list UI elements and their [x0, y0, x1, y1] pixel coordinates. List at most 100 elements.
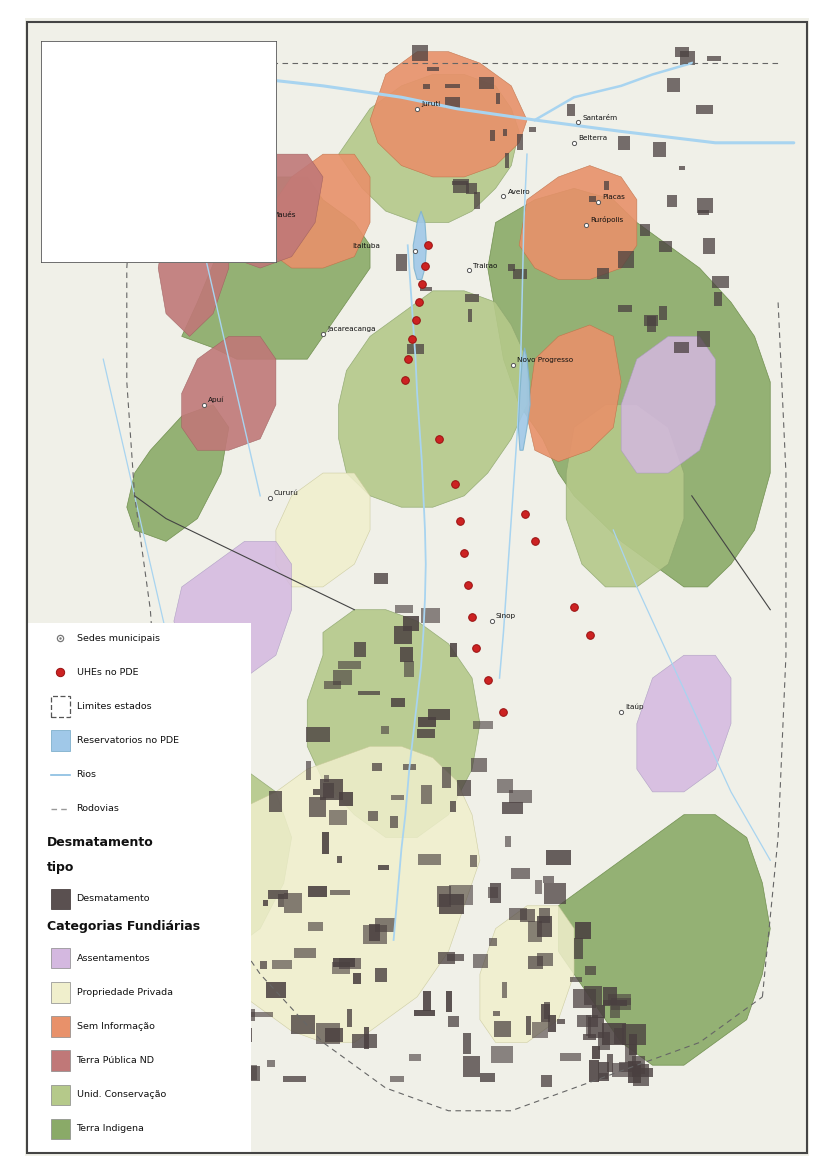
Bar: [323, 783, 335, 798]
Bar: [489, 938, 497, 946]
Bar: [282, 1076, 306, 1083]
Bar: [697, 331, 710, 347]
Bar: [250, 1013, 273, 1017]
Bar: [278, 894, 283, 908]
Bar: [448, 954, 464, 961]
Text: RO: RO: [102, 169, 113, 179]
Polygon shape: [637, 655, 731, 792]
Text: Jacareacanga: Jacareacanga: [327, 326, 376, 333]
Bar: [192, 1008, 209, 1026]
Bar: [667, 77, 681, 92]
Bar: [396, 255, 407, 271]
Bar: [659, 306, 667, 320]
Polygon shape: [487, 188, 770, 588]
Bar: [421, 785, 432, 804]
Bar: [230, 912, 249, 926]
Bar: [610, 1006, 620, 1018]
Bar: [225, 962, 240, 979]
Text: Terra Pública ND: Terra Pública ND: [77, 1056, 154, 1065]
Bar: [629, 1034, 637, 1055]
Bar: [268, 890, 288, 898]
Bar: [339, 792, 354, 806]
Bar: [448, 1016, 458, 1027]
Bar: [472, 758, 487, 772]
Polygon shape: [127, 405, 229, 542]
Bar: [457, 780, 471, 797]
Bar: [417, 729, 435, 738]
Polygon shape: [339, 75, 520, 223]
Bar: [325, 1028, 343, 1042]
Bar: [251, 1066, 260, 1082]
Bar: [493, 1010, 501, 1016]
Polygon shape: [527, 325, 621, 461]
Bar: [488, 887, 498, 898]
Bar: [589, 1061, 599, 1082]
Bar: [574, 938, 583, 959]
Bar: [160, 1063, 169, 1073]
Bar: [324, 776, 329, 781]
Bar: [50, 1050, 69, 1071]
Bar: [401, 647, 413, 662]
Bar: [226, 947, 244, 952]
Bar: [503, 128, 507, 137]
Bar: [226, 1062, 249, 1077]
Bar: [243, 1065, 258, 1079]
Bar: [220, 947, 237, 954]
Bar: [338, 661, 361, 669]
Bar: [514, 269, 527, 279]
Text: MA: MA: [229, 114, 240, 123]
Bar: [622, 1024, 646, 1045]
Bar: [541, 1075, 553, 1087]
Bar: [634, 1064, 649, 1086]
Polygon shape: [519, 348, 530, 451]
Text: tipo: tipo: [47, 861, 74, 874]
Text: Limites estados: Limites estados: [77, 702, 151, 711]
Bar: [391, 794, 404, 800]
Bar: [632, 1068, 653, 1077]
Bar: [403, 616, 420, 631]
Bar: [704, 238, 715, 255]
Bar: [697, 210, 710, 215]
Bar: [170, 1018, 189, 1031]
Polygon shape: [413, 211, 426, 279]
Bar: [529, 922, 542, 943]
Bar: [50, 948, 69, 968]
Bar: [374, 968, 387, 981]
Bar: [352, 1035, 377, 1048]
Text: RR: RR: [145, 63, 155, 72]
Text: Categorias Fundiárias: Categorias Fundiárias: [47, 920, 200, 933]
Bar: [449, 885, 472, 905]
Text: Cururú: Cururú: [273, 491, 299, 496]
Bar: [607, 1054, 613, 1072]
Bar: [541, 1004, 549, 1022]
Bar: [27, 624, 251, 1153]
Bar: [208, 966, 229, 980]
Bar: [259, 961, 267, 969]
Bar: [557, 1018, 565, 1024]
Bar: [412, 46, 428, 61]
Bar: [423, 990, 431, 1011]
Bar: [667, 195, 677, 207]
Bar: [510, 908, 526, 920]
Text: Unid. Conservação: Unid. Conservação: [77, 1090, 166, 1099]
Bar: [632, 1056, 644, 1075]
Bar: [714, 292, 723, 306]
Bar: [394, 626, 412, 644]
Bar: [368, 924, 380, 940]
Bar: [695, 105, 713, 113]
Polygon shape: [307, 610, 480, 837]
Bar: [313, 788, 320, 794]
Bar: [50, 730, 69, 751]
Bar: [548, 1015, 556, 1031]
Bar: [169, 1030, 187, 1036]
Bar: [449, 644, 457, 658]
Bar: [322, 832, 329, 854]
Text: Itaituba: Itaituba: [352, 243, 380, 249]
Bar: [324, 681, 340, 689]
Bar: [333, 958, 355, 967]
Text: Santarém: Santarém: [582, 114, 617, 120]
Bar: [156, 1033, 162, 1054]
Bar: [584, 986, 602, 1004]
Polygon shape: [339, 291, 527, 507]
Bar: [426, 67, 439, 71]
